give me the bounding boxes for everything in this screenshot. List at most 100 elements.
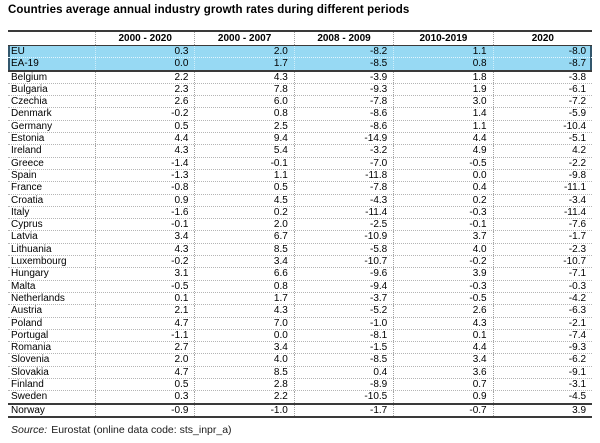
value-cell: 3.0 xyxy=(393,96,492,108)
value-cell: -7.8 xyxy=(293,182,393,194)
value-cell: -8.5 xyxy=(293,58,393,70)
value-cell: -6.1 xyxy=(492,83,592,96)
column-header: 2008 - 2009 xyxy=(293,32,393,45)
table-body: EU 0.3 2.0 -8.2 1.1 -8.0 EA-19 0.0 1.7 -8.5 0.8 -8.… xyxy=(8,46,592,416)
value-cell: -4.2 xyxy=(492,292,592,305)
value-cell: 6.0 xyxy=(194,96,293,108)
table-row: EU 0.3 2.0 -8.2 1.1 -8.0 xyxy=(8,46,592,58)
value-cell: 8.5 xyxy=(194,243,293,256)
value-cell: 3.1 xyxy=(95,268,194,280)
row-group-eu-members: Belgium 2.2 4.3 -3.9 1.8 -3.8 Bulgaria 2.3 7.8 -9… xyxy=(8,69,592,403)
value-cell: 4.3 xyxy=(194,305,293,317)
table-row: Czechia 2.6 6.0 -7.8 3.0 -7.2 xyxy=(8,95,592,108)
row-group-eu-aggregates: EU 0.3 2.0 -8.2 1.1 -8.0 EA-19 0.0 1.7 -8.5 0.8 -8.… xyxy=(8,46,592,70)
table-row: Greece -1.4 -0.1 -7.0 -0.5 -2.2 xyxy=(8,156,592,169)
value-cell: -0.5 xyxy=(393,292,492,305)
value-cell: -7.8 xyxy=(293,96,393,108)
table-row: Italy -1.6 0.2 -11.4 -0.3 -11.4 xyxy=(8,205,592,219)
value-cell: 0.8 xyxy=(393,58,492,70)
value-cell: -8.9 xyxy=(293,379,393,391)
value-cell: 2.7 xyxy=(95,342,194,354)
source-label: Source: xyxy=(11,424,48,436)
row-group-non-eu: Norway -0.9 -1.0 -1.7 -0.7 3.9 xyxy=(8,402,592,416)
country-cell: Croatia xyxy=(11,194,44,206)
value-cell: -2.1 xyxy=(492,317,592,329)
country-cell: Greece xyxy=(11,157,44,169)
value-cell: 0.4 xyxy=(293,366,393,379)
value-cell: 0.3 xyxy=(95,46,194,58)
value-cell: -5.9 xyxy=(492,108,592,120)
country-cell: Latvia xyxy=(11,231,38,243)
value-cell: 4.9 xyxy=(393,145,492,157)
value-cell: 4.4 xyxy=(393,133,492,145)
table-row: Germany 0.5 2.5 -8.6 1.1 -10.4 xyxy=(8,119,592,133)
value-cell: -10.4 xyxy=(492,120,592,133)
value-cell: -10.9 xyxy=(293,231,393,243)
value-cell: 4.3 xyxy=(95,145,194,157)
value-cell: -0.8 xyxy=(95,182,194,194)
value-cell: 0.9 xyxy=(95,194,194,206)
value-cell: 0.7 xyxy=(393,379,492,391)
country-cell: Malta xyxy=(11,280,36,292)
value-cell: -10.7 xyxy=(293,256,393,268)
value-cell: -8.2 xyxy=(293,46,393,58)
value-cell: 7.8 xyxy=(194,83,293,96)
table-row: Luxembourg -0.2 3.4 -10.7 -0.2 -10.7 xyxy=(8,255,592,268)
value-cell: 0.8 xyxy=(194,108,293,120)
column-header: 2000 - 2007 xyxy=(194,32,293,45)
value-cell: 3.9 xyxy=(393,268,492,280)
value-cell: 4.3 xyxy=(95,243,194,256)
value-cell: -7.6 xyxy=(492,219,592,231)
value-cell: -6.3 xyxy=(492,305,592,317)
value-cell: 3.9 xyxy=(492,404,592,416)
value-cell: 0.8 xyxy=(194,280,293,292)
value-cell: -0.9 xyxy=(95,404,194,416)
value-cell: -0.3 xyxy=(393,206,492,219)
value-cell: -7.1 xyxy=(492,268,592,280)
table-row: Romania 2.7 3.4 -1.5 4.4 -9.3 xyxy=(8,341,592,354)
value-cell: 1.8 xyxy=(393,71,492,83)
value-cell: 0.1 xyxy=(393,329,492,342)
value-cell: -5.1 xyxy=(492,133,592,145)
column-header: 2000 - 2020 xyxy=(95,32,194,45)
value-cell: 0.2 xyxy=(194,206,293,219)
country-cell: Italy xyxy=(11,206,30,218)
country-cell: Ireland xyxy=(11,145,42,157)
value-cell: -8.0 xyxy=(492,46,592,58)
value-cell: 0.3 xyxy=(95,391,194,403)
value-cell: -1.7 xyxy=(293,404,393,416)
value-cell: 4.5 xyxy=(194,194,293,206)
country-cell: Slovakia xyxy=(11,366,49,378)
table-row: Austria 2.1 4.3 -5.2 2.6 -6.3 xyxy=(8,304,592,317)
value-cell: -1.0 xyxy=(194,404,293,416)
value-cell: -5.2 xyxy=(293,305,393,317)
value-cell: 4.2 xyxy=(492,145,592,157)
country-cell: Estonia xyxy=(11,133,45,145)
value-cell: -0.1 xyxy=(194,157,293,169)
country-cell: Finland xyxy=(11,379,44,391)
value-cell: 1.1 xyxy=(194,169,293,182)
table-row: Bulgaria 2.3 7.8 -9.3 1.9 -6.1 xyxy=(8,82,592,96)
value-cell: -5.8 xyxy=(293,243,393,256)
value-cell: -8.1 xyxy=(293,329,393,342)
value-cell: -9.8 xyxy=(492,169,592,182)
value-cell: 0.4 xyxy=(393,182,492,194)
country-cell: Czechia xyxy=(11,96,48,108)
value-cell: 1.7 xyxy=(194,292,293,305)
value-cell: -11.1 xyxy=(492,182,592,194)
country-cell: Norway xyxy=(11,404,45,416)
source-text: Eurostat (online data code: sts_inpr_a) xyxy=(51,424,232,436)
value-cell: 2.6 xyxy=(393,305,492,317)
value-cell: 2.2 xyxy=(194,391,293,403)
value-cell: 4.3 xyxy=(194,71,293,83)
value-cell: -1.0 xyxy=(293,317,393,329)
table-row: Croatia 0.9 4.5 -4.3 0.2 -3.4 xyxy=(8,193,592,206)
value-cell: 7.0 xyxy=(194,317,293,329)
value-cell: 2.3 xyxy=(95,83,194,96)
value-cell: -14.9 xyxy=(293,133,393,145)
value-cell: 2.0 xyxy=(194,46,293,58)
table-row: Latvia 3.4 6.7 -10.9 3.7 -1.7 xyxy=(8,230,592,243)
country-cell: Poland xyxy=(11,317,43,329)
value-cell: -2.2 xyxy=(492,157,592,169)
value-cell: -7.2 xyxy=(492,96,592,108)
